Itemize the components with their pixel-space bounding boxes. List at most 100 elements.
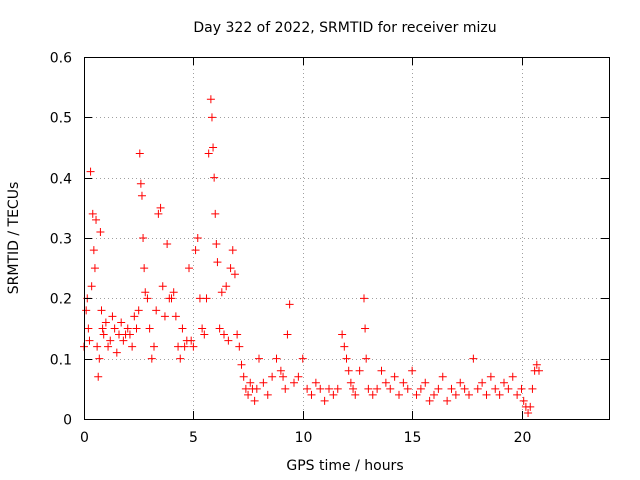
data-point <box>460 384 469 393</box>
data-point <box>346 378 355 387</box>
data-point <box>167 294 176 303</box>
data-point <box>90 264 99 273</box>
data-point <box>351 390 360 399</box>
data-point <box>108 312 117 321</box>
y-tick-label: 0.4 <box>50 172 72 188</box>
data-point <box>169 288 178 297</box>
data-point <box>373 384 382 393</box>
data-point <box>150 342 158 351</box>
data-point <box>86 167 95 176</box>
x-tick-label: 20 <box>514 430 532 446</box>
data-point <box>187 336 196 345</box>
data-point <box>112 348 121 357</box>
data-point <box>408 366 417 375</box>
data-point <box>294 372 303 381</box>
data-point <box>134 306 143 315</box>
data-point <box>140 264 149 273</box>
y-tick-label: 0.2 <box>50 292 72 308</box>
data-point <box>217 288 226 297</box>
data-point <box>211 209 220 218</box>
data-point <box>364 384 373 393</box>
data-point <box>298 354 307 363</box>
data-point <box>160 312 169 321</box>
data-point <box>206 95 215 104</box>
data-point <box>178 324 187 333</box>
data-point <box>136 179 145 188</box>
data-point <box>377 366 386 375</box>
data-point <box>500 378 508 387</box>
data-point <box>158 282 167 291</box>
data-point <box>185 264 193 273</box>
x-tick-label: 5 <box>189 430 198 446</box>
data-point <box>342 354 351 363</box>
data-point <box>381 378 390 387</box>
data-point <box>268 372 277 381</box>
data-point <box>99 330 108 339</box>
data-point <box>434 384 443 393</box>
data-point <box>143 294 152 303</box>
data-point <box>235 342 244 351</box>
data-point <box>180 342 189 351</box>
data-point <box>119 336 128 345</box>
data-point <box>117 318 126 327</box>
data-point <box>96 227 105 236</box>
data-point <box>101 318 110 327</box>
data-point <box>276 366 285 375</box>
data-point <box>226 264 235 273</box>
data-point <box>403 384 412 393</box>
axis-ticks <box>84 57 609 420</box>
data-point <box>395 390 403 399</box>
data-point <box>362 354 371 363</box>
data-point <box>340 342 349 351</box>
data-point <box>145 324 154 333</box>
data-point <box>390 372 399 381</box>
data-point <box>535 366 543 375</box>
data-point <box>478 378 487 387</box>
data-point <box>224 336 233 345</box>
data-point <box>316 384 325 393</box>
data-point <box>255 354 263 363</box>
data-point <box>200 330 209 339</box>
data-point <box>303 384 312 393</box>
data-point <box>355 366 364 375</box>
data-point <box>421 378 430 387</box>
data-point <box>204 149 213 158</box>
data-point <box>528 384 537 393</box>
data-point <box>97 306 106 315</box>
x-axis-label: GPS time / hours <box>286 458 403 474</box>
data-point <box>106 336 115 345</box>
data-point <box>198 324 207 333</box>
data-point <box>246 378 255 387</box>
data-points <box>80 95 543 417</box>
data-point <box>244 390 253 399</box>
data-point <box>94 372 103 381</box>
data-point <box>88 209 97 218</box>
data-point <box>486 372 495 381</box>
data-point <box>191 246 200 255</box>
data-point <box>513 390 522 399</box>
series-srmtid <box>80 95 543 417</box>
data-point <box>132 324 141 333</box>
data-point <box>399 378 408 387</box>
y-axis-label: SRMTID / TECUs <box>6 182 22 295</box>
data-point <box>416 384 425 393</box>
data-point <box>272 354 281 363</box>
data-point <box>154 209 163 218</box>
data-point <box>281 384 290 393</box>
data-point <box>212 240 221 249</box>
data-point <box>189 342 198 351</box>
x-tick-label: 15 <box>404 430 422 446</box>
data-point <box>495 390 504 399</box>
data-point <box>202 294 211 303</box>
data-point <box>237 360 246 369</box>
data-point <box>137 191 146 200</box>
data-point <box>425 396 434 405</box>
data-point <box>430 390 438 399</box>
data-point <box>89 246 98 255</box>
y-tick-label: 0 <box>63 413 72 429</box>
data-point <box>239 372 248 381</box>
tick-labels: 0 0.1 0.2 0.3 0.4 0.5 0.6 0 5 10 15 20 <box>50 51 532 447</box>
data-point <box>517 384 526 393</box>
data-point <box>368 390 377 399</box>
data-point <box>465 390 473 399</box>
